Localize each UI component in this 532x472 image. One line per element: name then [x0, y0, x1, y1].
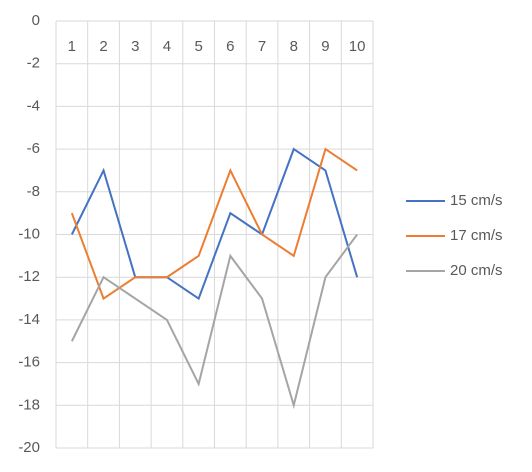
series-line [70, 147, 359, 301]
y-tick-label: -4 [27, 97, 40, 114]
y-tick-label: -20 [18, 439, 40, 456]
series-lines [70, 147, 359, 410]
y-tick-label: -16 [18, 354, 40, 371]
x-tick-label: 9 [321, 38, 329, 55]
x-tick-label: 3 [131, 38, 139, 55]
horizontal-gridlines [56, 20, 373, 449]
legend-label: 20 cm/s [450, 262, 503, 279]
y-tick-label: -8 [27, 183, 40, 200]
x-tick-label: 10 [349, 38, 366, 55]
x-tick-label: 7 [258, 38, 266, 55]
x-tick-label: 8 [290, 38, 298, 55]
y-axis-tick-labels: 0 -2 -4 -6 -8 -10 -12 -14 -16 -18 -20 [18, 12, 40, 456]
y-tick-label: -12 [18, 268, 40, 285]
x-tick-label: 5 [194, 38, 202, 55]
y-tick-label: -10 [18, 225, 40, 242]
y-tick-label: -14 [18, 311, 40, 328]
y-tick-label: -6 [27, 140, 40, 157]
series-line [70, 233, 358, 410]
y-tick-label: 0 [32, 12, 40, 29]
x-axis-tick-labels: 1 2 3 4 5 6 7 8 9 10 [68, 38, 366, 55]
legend: 15 cm/s 17 cm/s 20 cm/s [406, 192, 503, 279]
legend-label: 15 cm/s [450, 192, 503, 209]
y-tick-label: -18 [18, 396, 40, 413]
x-tick-label: 6 [226, 38, 234, 55]
legend-label: 17 cm/s [450, 227, 503, 244]
y-tick-label: -2 [27, 55, 40, 72]
x-tick-label: 2 [99, 38, 107, 55]
x-tick-label: 4 [163, 38, 171, 55]
x-tick-label: 1 [68, 38, 76, 55]
